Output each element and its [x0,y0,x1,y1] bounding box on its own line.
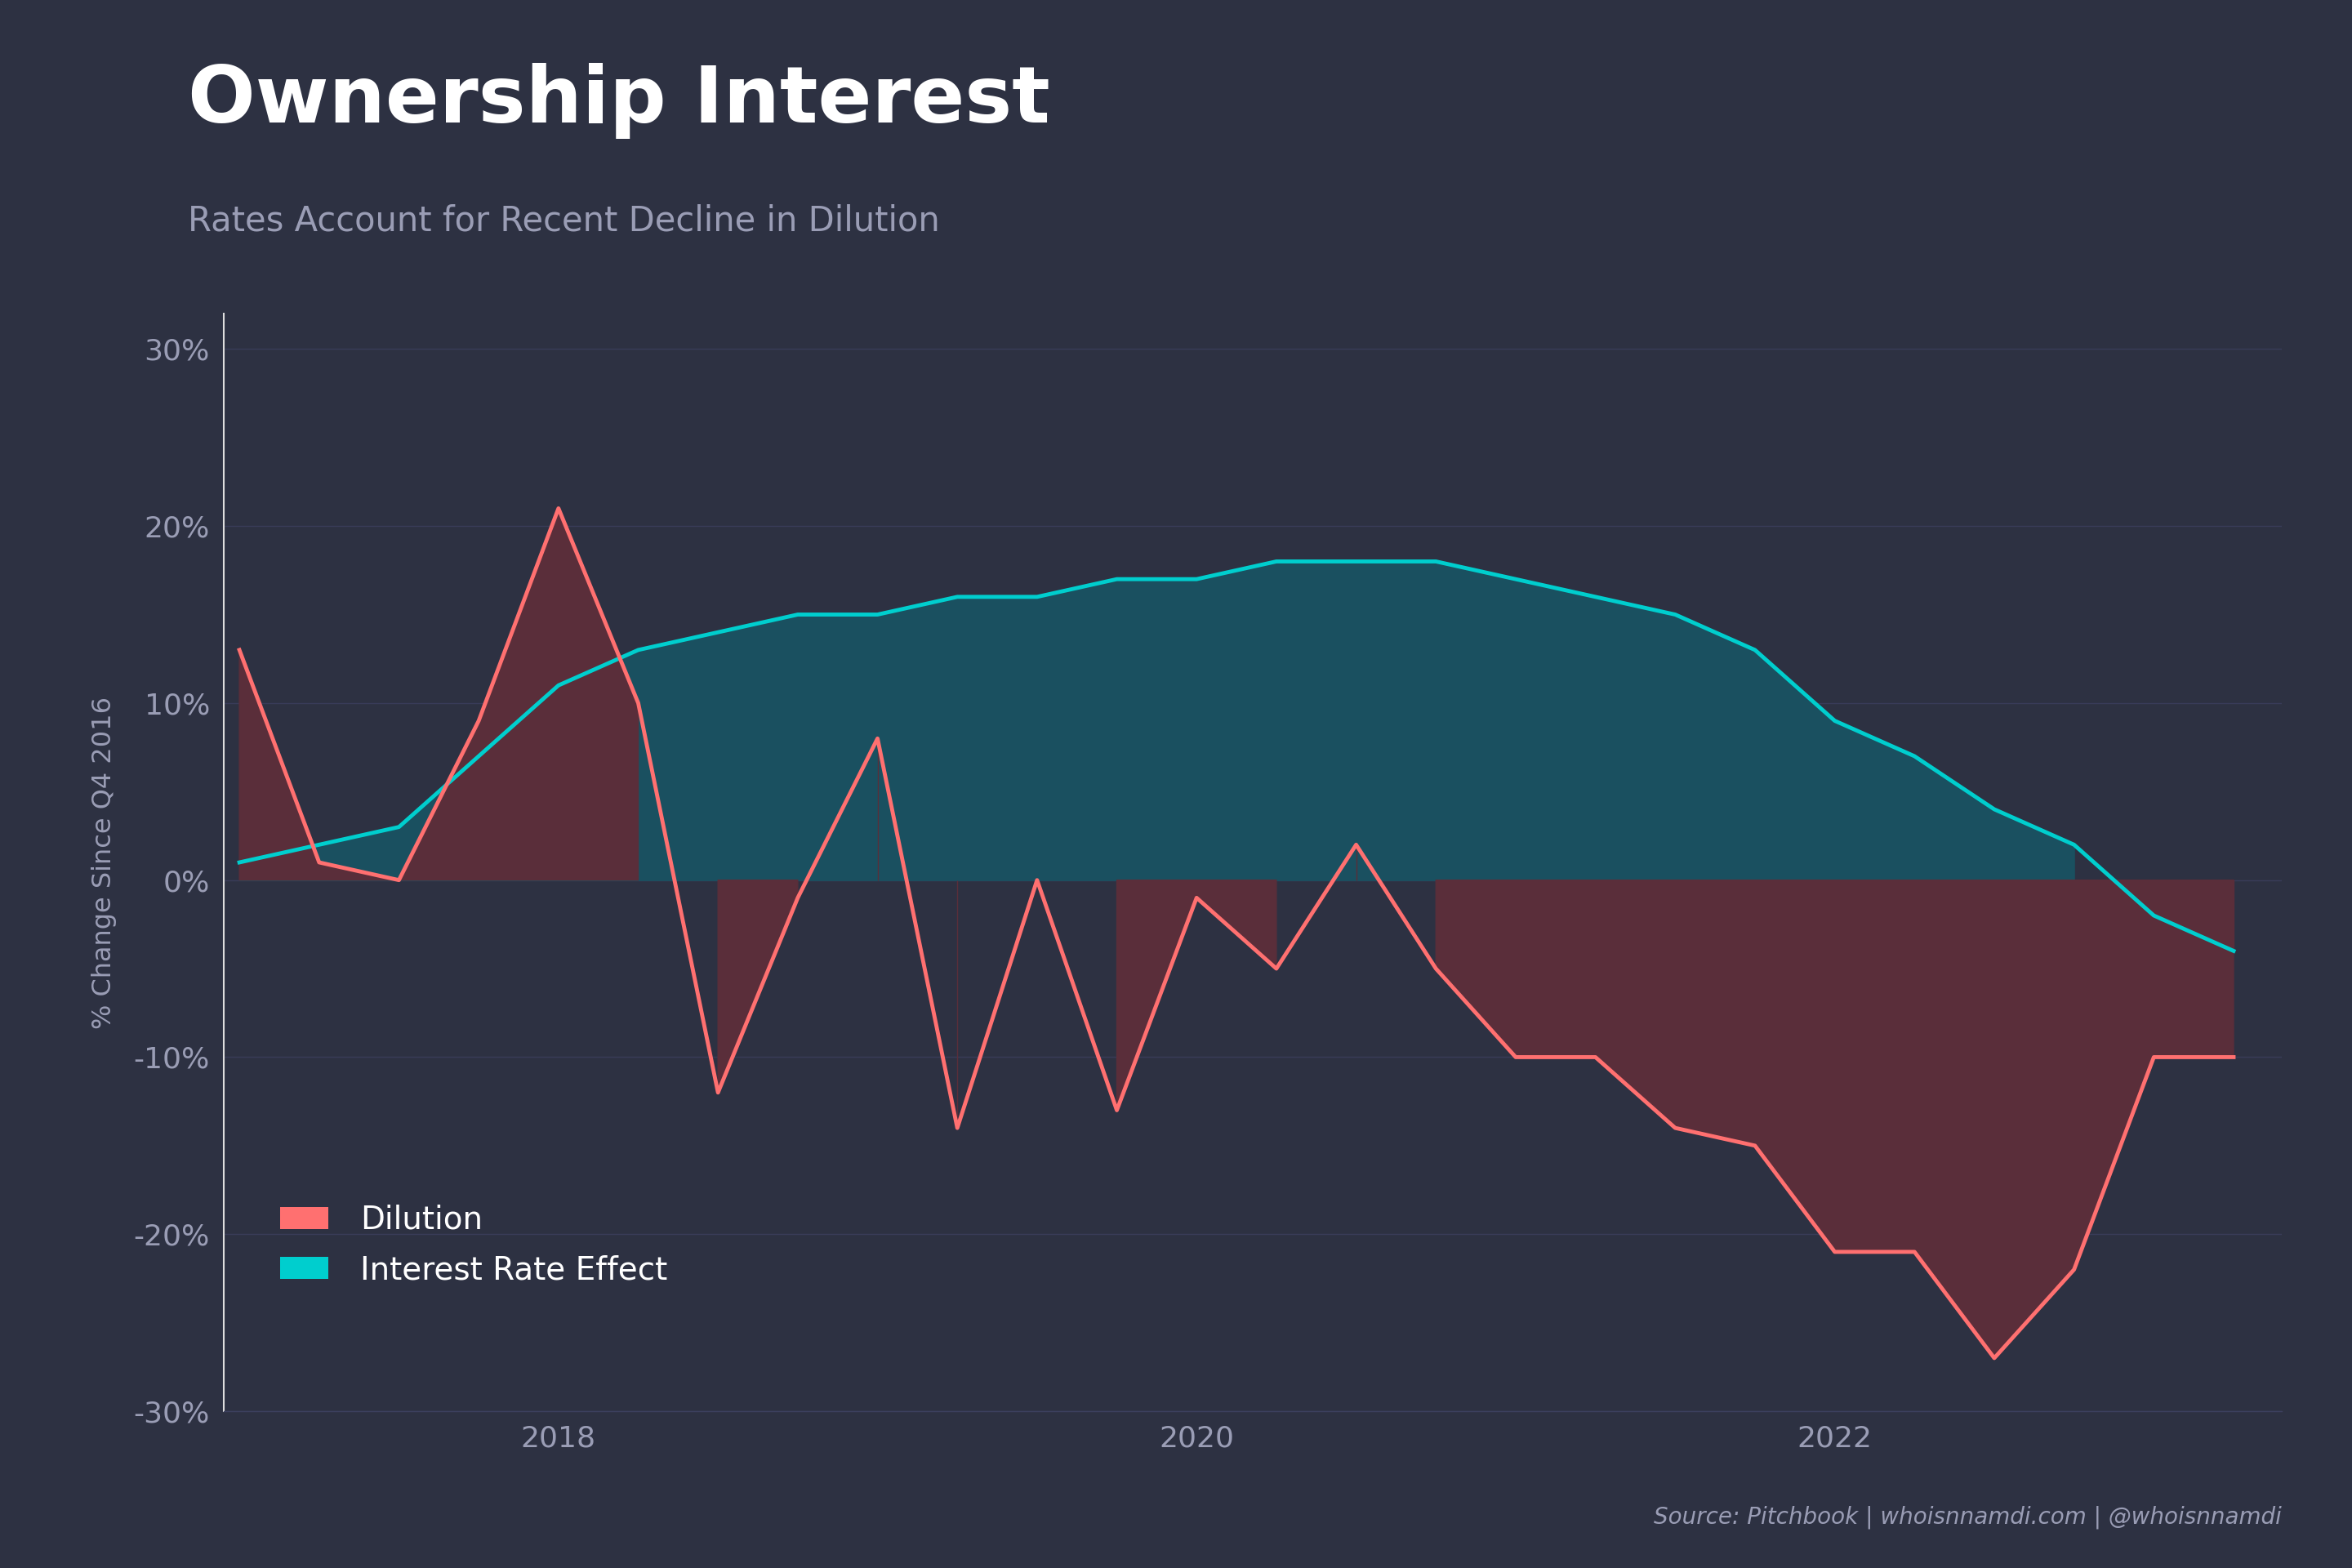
Text: Rates Account for Recent Decline in Dilution: Rates Account for Recent Decline in Dilu… [188,204,941,238]
Text: Ownership Interest: Ownership Interest [188,63,1051,138]
Y-axis label: % Change Since Q4 2016: % Change Since Q4 2016 [92,696,118,1029]
Legend: Dilution, Interest Rate Effect: Dilution, Interest Rate Effect [280,1204,668,1286]
Text: Source: Pitchbook | whoisnnamdi.com | @whoisnnamdi: Source: Pitchbook | whoisnnamdi.com | @w… [1653,1505,2281,1529]
